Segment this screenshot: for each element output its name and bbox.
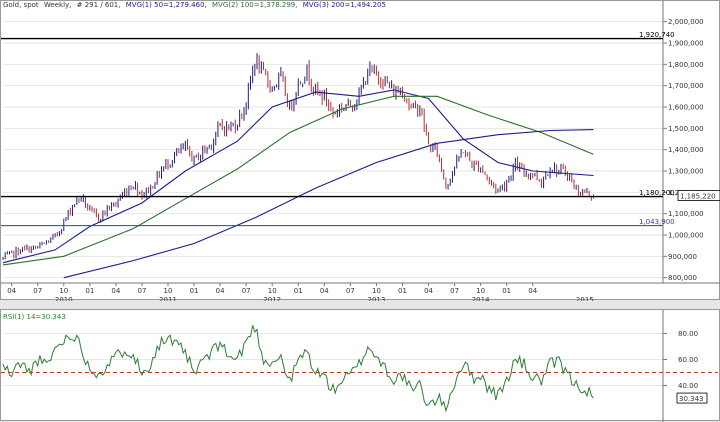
x-tick-label: 10	[268, 287, 277, 295]
price-chart-svg: 800,000900,0001,000,0001,100,0001,200,00…	[1, 1, 720, 301]
x-tick-label: 07	[33, 287, 42, 295]
x-tick-label: 01	[502, 287, 511, 295]
y-tick-label: 1,300,000	[668, 168, 704, 176]
level-label: 1,920,740	[639, 31, 675, 39]
x-year-label: 2010	[55, 296, 73, 301]
moving-average-line	[63, 129, 594, 279]
x-year-label: 2015	[576, 296, 594, 301]
y-tick-label: 1,600,000	[668, 104, 704, 112]
x-tick-label: 04	[424, 287, 433, 295]
x-tick-label: 04	[7, 287, 16, 295]
chart-header: Gold, spot Weekly, # 291 / 601, MVG(1) 5…	[3, 1, 389, 9]
x-tick-label: 07	[450, 287, 459, 295]
x-year-label: 2011	[159, 296, 177, 301]
bar-count-label: # 291 / 601,	[76, 1, 121, 9]
rsi-y-tick-label: 80.00	[678, 330, 698, 338]
x-year-label: 2014	[472, 296, 490, 301]
level-label: 1,180,200	[639, 189, 675, 197]
y-tick-label: 900,000	[668, 253, 697, 261]
x-tick-label: 07	[242, 287, 251, 295]
x-tick-label: 04	[111, 287, 120, 295]
x-year-label: 2012	[263, 296, 281, 301]
rsi-pane[interactable]: RSI(1) 14=30.343 40.00 60.00 80.00 30.343	[0, 309, 720, 422]
y-tick-label: 1,500,000	[668, 125, 704, 133]
y-tick-label: 1,400,000	[668, 146, 704, 154]
x-tick-label: 10	[59, 287, 68, 295]
rsi-last-value-box	[676, 392, 708, 404]
x-tick-label: 01	[398, 287, 407, 295]
rsi-chart-svg: 40.00 60.00 80.00 30.343	[1, 310, 718, 422]
ma3-label: MVG(3) 200=1,494.205	[302, 1, 386, 9]
y-tick-label: 1,000,000	[668, 232, 704, 240]
moving-average-line	[2, 89, 594, 264]
last-price-label: 1,185,220	[680, 192, 716, 200]
x-year-label: 2013	[368, 296, 386, 301]
x-tick-label: 01	[85, 287, 94, 295]
y-tick-label: 800,000	[668, 274, 697, 282]
interval-label: Weekly,	[43, 1, 72, 9]
y-tick-label: 1,700,000	[668, 82, 704, 90]
rsi-title: RSI(1) 14=30.343	[3, 313, 66, 321]
y-tick-label: 1,800,000	[668, 61, 704, 69]
rsi-y-tick-label: 60.00	[678, 356, 698, 364]
x-tick-label: 07	[346, 287, 355, 295]
x-tick-label: 10	[372, 287, 381, 295]
last-price-box	[677, 190, 720, 201]
symbol-label: Gold, spot	[3, 1, 39, 9]
moving-average-line	[2, 95, 594, 266]
x-tick-label: 10	[476, 287, 485, 295]
x-tick-label: 01	[294, 287, 303, 295]
y-tick-label: 1,900,000	[668, 40, 704, 48]
rsi-last-value-label: 30.343	[679, 395, 704, 403]
y-tick-label: 2,000,000	[668, 18, 704, 26]
price-chart-pane[interactable]: Gold, spot Weekly, # 291 / 601, MVG(1) 5…	[0, 0, 720, 301]
x-tick-label: 01	[190, 287, 199, 295]
x-tick-label: 04	[528, 287, 537, 295]
y-tick-label: 1,100,000	[668, 210, 704, 218]
x-tick-label: 07	[137, 287, 146, 295]
ma1-label: MVG(1) 50=1,279.460,	[125, 1, 207, 9]
rsi-y-tick-label: 40.00	[678, 382, 698, 390]
rsi-line	[2, 325, 594, 413]
ma2-label: MVG(2) 100=1,378.299,	[212, 1, 298, 9]
x-tick-label: 04	[320, 287, 329, 295]
level-label: 1,043,900	[639, 218, 675, 226]
x-tick-label: 10	[164, 287, 173, 295]
x-tick-label: 04	[216, 287, 225, 295]
